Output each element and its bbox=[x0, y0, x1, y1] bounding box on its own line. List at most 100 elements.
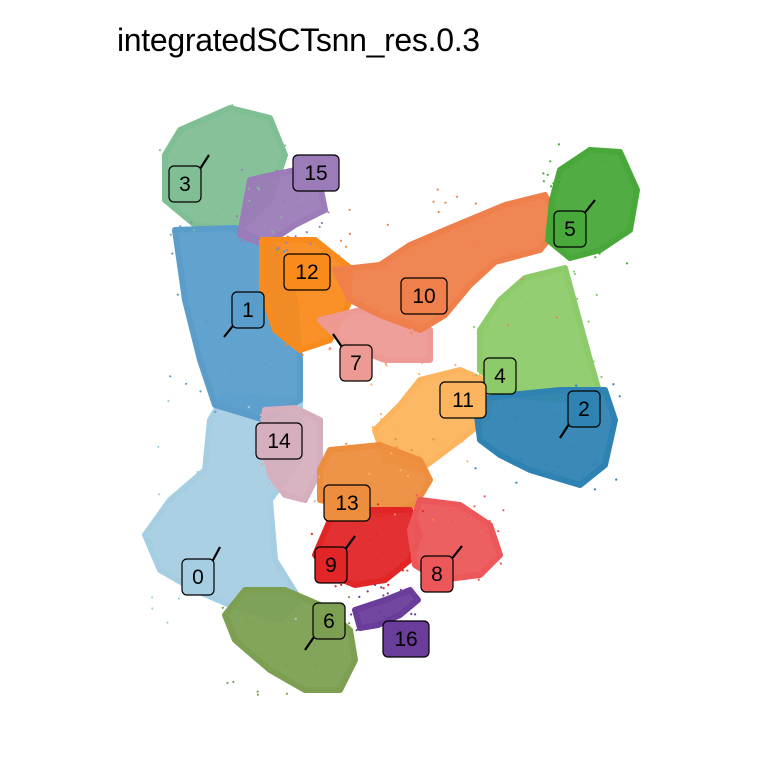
cluster-3-stray-point bbox=[237, 154, 240, 157]
cluster-15-stray-point bbox=[318, 199, 321, 202]
cluster-2-stray-point bbox=[474, 467, 477, 470]
cluster-0-stray-point bbox=[221, 443, 224, 446]
cluster-10-stray-point bbox=[462, 219, 465, 222]
cluster-16-stray-point bbox=[382, 594, 385, 597]
cluster-15-stray-point bbox=[251, 189, 254, 192]
cluster-3-stray-point bbox=[271, 230, 274, 233]
cluster-14-stray-point bbox=[295, 479, 298, 482]
cluster-5-stray-point bbox=[594, 256, 597, 259]
cluster-15-stray-point bbox=[235, 215, 238, 218]
cluster-3-stray-point bbox=[192, 132, 195, 135]
cluster-15-stray-point bbox=[258, 194, 262, 197]
cluster-0-stray-point bbox=[219, 520, 222, 524]
cluster-0-stray-point bbox=[177, 597, 180, 600]
cluster-7-stray-point bbox=[329, 346, 332, 350]
cluster-14-stray-point bbox=[259, 417, 262, 420]
cluster-7-label-box bbox=[339, 344, 373, 382]
cluster-15-stray-point bbox=[284, 199, 287, 202]
cluster-5-stray-point bbox=[591, 206, 594, 209]
cluster-10-stray-point bbox=[432, 200, 435, 203]
cluster-4-label-text: 4 bbox=[494, 365, 506, 388]
cluster-16-stray-point bbox=[383, 615, 386, 618]
cluster-1-stray-point bbox=[253, 238, 256, 241]
cluster-2-stray-point bbox=[618, 395, 621, 398]
cluster-3-stray-point bbox=[186, 153, 189, 156]
cluster-6-label: 6 bbox=[312, 602, 346, 640]
cluster-12-stray-point bbox=[295, 295, 298, 298]
cluster-3-stray-point bbox=[217, 159, 220, 162]
cluster-11-stray-point bbox=[406, 474, 409, 477]
cluster-15-stray-point bbox=[302, 218, 305, 221]
cluster-13-stray-point bbox=[393, 513, 397, 516]
cluster-4-stray-point bbox=[534, 297, 537, 300]
cluster-6-stray-point bbox=[291, 607, 295, 611]
cluster-10-stray-point bbox=[456, 195, 459, 198]
cluster-16-stray-point bbox=[399, 588, 402, 591]
cluster-2-stray-point bbox=[602, 454, 605, 457]
cluster-7-stray-point bbox=[413, 349, 416, 352]
cluster-4-stray-point bbox=[574, 272, 577, 276]
cluster-15-label: 15 bbox=[292, 154, 340, 192]
cluster-9-stray-point bbox=[375, 532, 378, 535]
cluster-3-label: 3 bbox=[168, 165, 202, 203]
cluster-15-stray-point bbox=[285, 249, 288, 252]
cluster-13-stray-point bbox=[432, 438, 435, 441]
cluster-1-stray-point bbox=[206, 320, 209, 323]
cluster-16-stray-point bbox=[350, 613, 353, 616]
cluster-7-stray-point bbox=[378, 320, 381, 323]
cluster-3-stray-point bbox=[217, 113, 220, 116]
cluster-14-stray-point bbox=[265, 418, 268, 421]
cluster-1-stray-point bbox=[185, 382, 188, 385]
cluster-0-stray-point bbox=[211, 507, 215, 511]
cluster-1-stray-point bbox=[199, 281, 202, 284]
cluster-13-stray-point bbox=[348, 448, 351, 451]
cluster-13-stray-point bbox=[408, 460, 411, 463]
cluster-7-stray-point bbox=[409, 346, 412, 349]
cluster-1-stray-point bbox=[169, 375, 172, 378]
cluster-9-stray-point bbox=[334, 585, 337, 588]
cluster-10-points bbox=[332, 192, 563, 333]
cluster-4-stray-point bbox=[472, 325, 476, 328]
cluster-12-stray-point bbox=[258, 280, 261, 283]
cluster-5-stray-point bbox=[598, 252, 601, 255]
cluster-14-stray-point bbox=[299, 469, 302, 472]
cluster-2-stray-point bbox=[612, 415, 615, 418]
cluster-11-stray-point bbox=[443, 429, 446, 432]
cluster-8-stray-point bbox=[417, 520, 420, 523]
cluster-3-stray-point bbox=[284, 144, 287, 147]
cluster-0-stray-point bbox=[163, 571, 166, 574]
cluster-14-stray-point bbox=[281, 416, 284, 419]
cluster-5-stray-point bbox=[626, 233, 629, 236]
cluster-16-label: 16 bbox=[382, 620, 430, 658]
cluster-14-stray-point bbox=[299, 416, 302, 419]
cluster-8-stray-point bbox=[483, 495, 486, 498]
cluster-7-stray-point bbox=[323, 316, 326, 319]
cluster-10-stray-point bbox=[444, 201, 447, 204]
cluster-10-stray-point bbox=[348, 208, 351, 211]
cluster-10-label: 10 bbox=[400, 277, 448, 315]
cluster-2-stray-point bbox=[593, 488, 597, 491]
cluster-11-stray-point bbox=[454, 363, 457, 366]
cluster-5-stray-point bbox=[542, 180, 546, 183]
cluster-14-stray-point bbox=[268, 482, 271, 486]
cluster-11-stray-point bbox=[390, 452, 393, 455]
cluster-8-stray-point bbox=[406, 569, 409, 572]
cluster-13-stray-point bbox=[432, 518, 435, 521]
cluster-1-stray-point bbox=[264, 363, 267, 366]
cluster-10-stray-point bbox=[472, 244, 475, 247]
cluster-4-stray-point bbox=[592, 360, 595, 363]
cluster-15-stray-point bbox=[294, 235, 297, 238]
cluster-12-stray-point bbox=[320, 251, 323, 254]
cluster-5-stray-point bbox=[609, 227, 612, 230]
cluster-15-stray-point bbox=[281, 201, 284, 204]
cluster-12-stray-point bbox=[263, 252, 266, 255]
cluster-15-stray-point bbox=[277, 247, 280, 250]
cluster-10-stray-point bbox=[340, 239, 343, 242]
cluster-14-stray-point bbox=[279, 469, 282, 472]
cluster-14-stray-point bbox=[260, 463, 263, 466]
cluster-7-stray-point bbox=[377, 335, 380, 338]
cluster-16-stray-point bbox=[376, 622, 379, 625]
cluster-10-stray-point bbox=[437, 210, 440, 214]
cluster-12-label-text: 12 bbox=[295, 261, 318, 284]
cluster-9-stray-point bbox=[384, 578, 387, 582]
